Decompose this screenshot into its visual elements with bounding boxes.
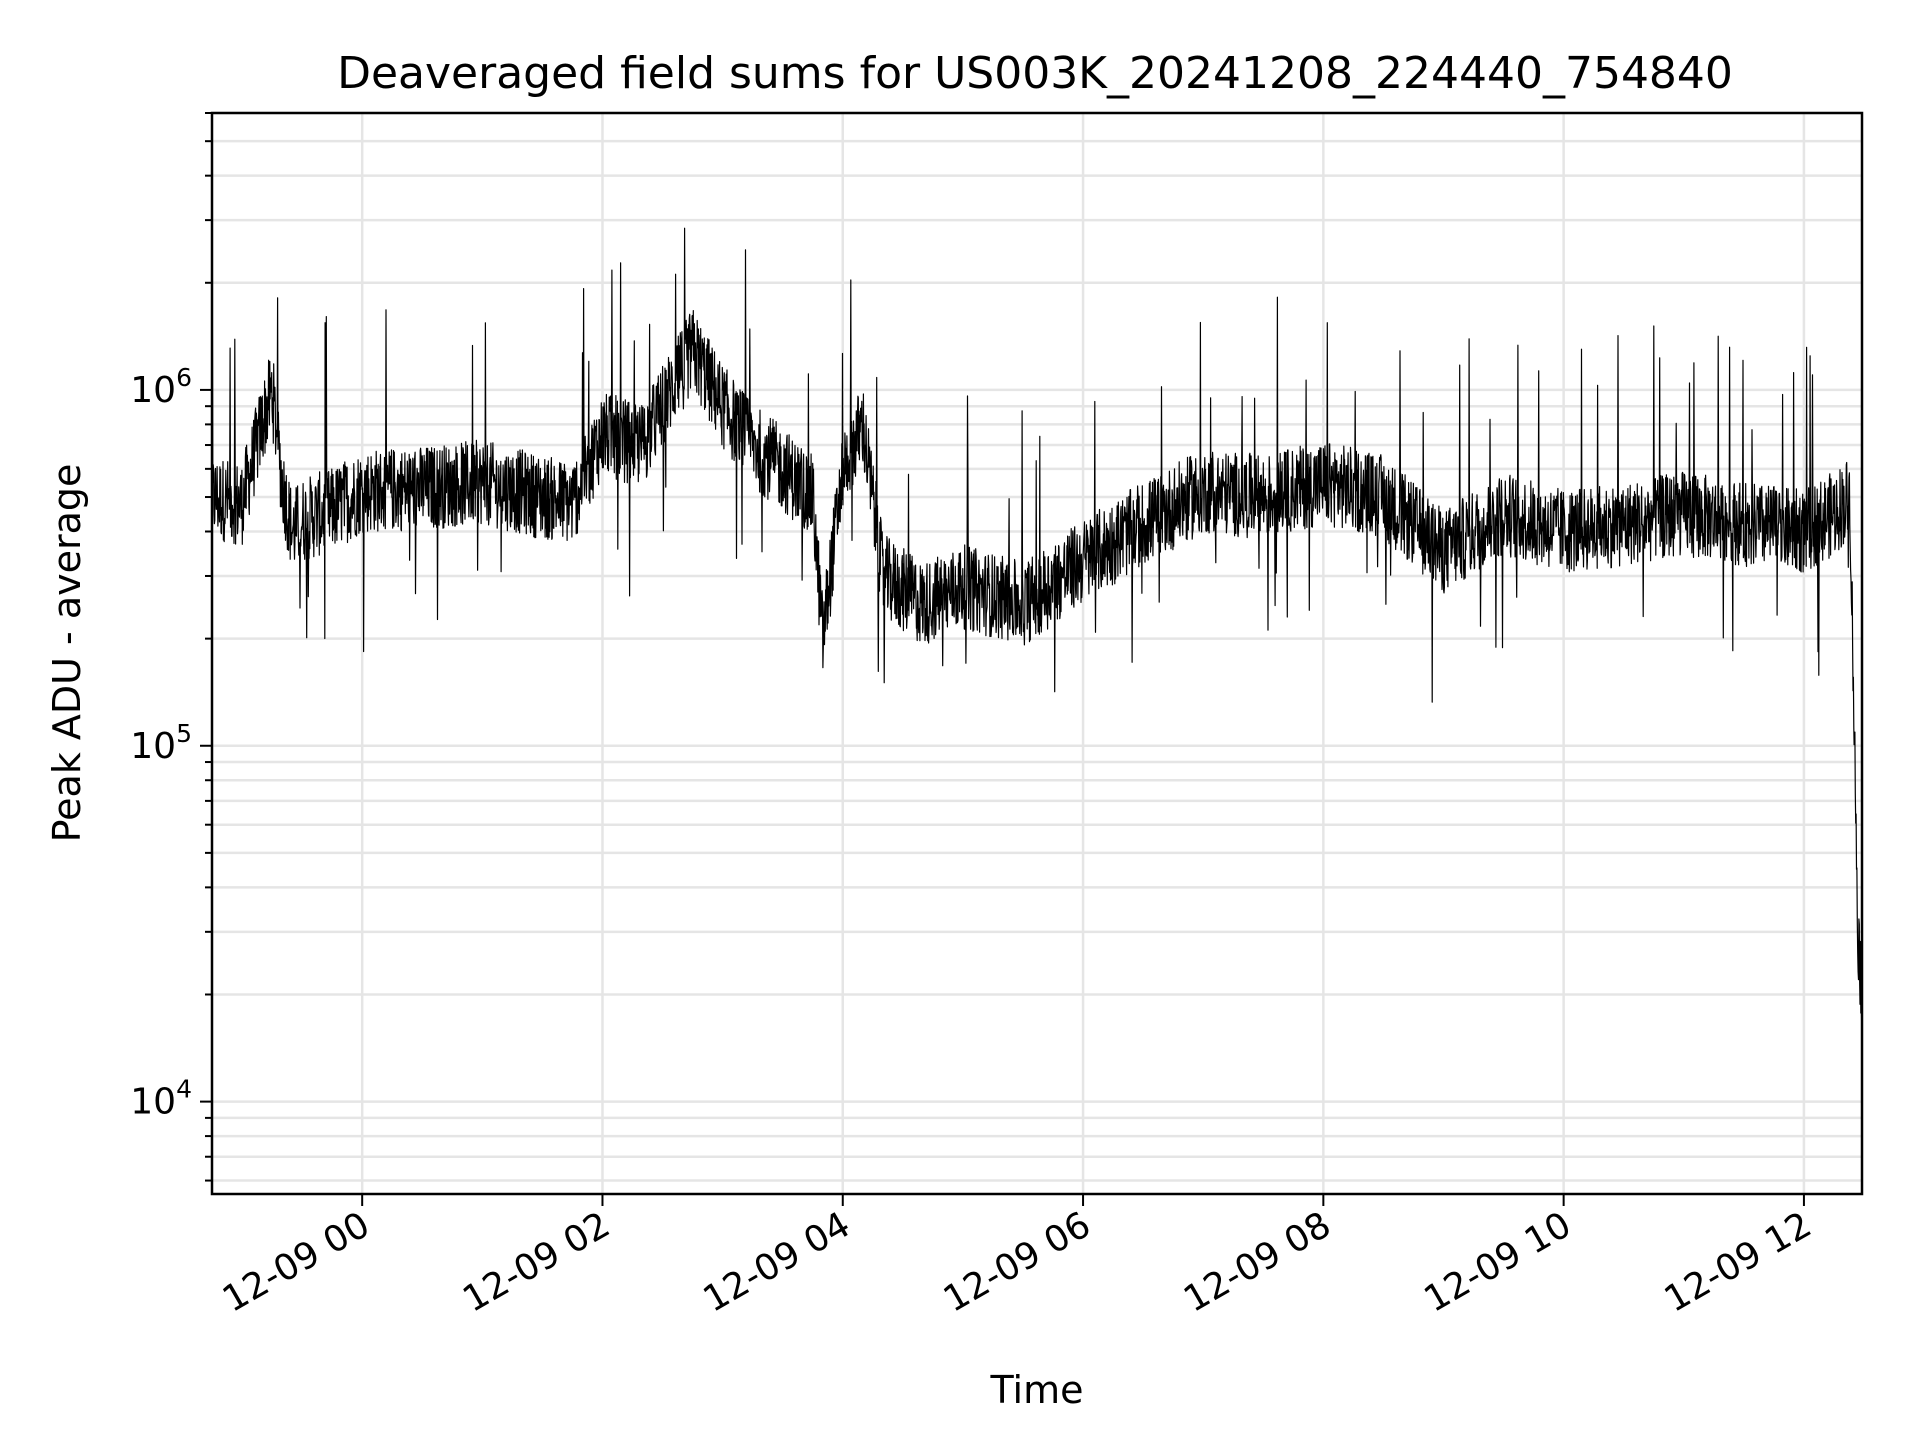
plot-frame bbox=[210, 111, 1864, 1196]
y-axis-label: Peak ADU - average bbox=[45, 464, 89, 843]
y-tick-label: 105 bbox=[130, 719, 192, 767]
y-tick-label: 104 bbox=[130, 1075, 192, 1123]
y-tick-label: 106 bbox=[130, 363, 192, 411]
grid bbox=[212, 111, 1862, 1194]
plot-area bbox=[211, 227, 1863, 1035]
series-line bbox=[211, 227, 1863, 1035]
chart-title: Deaveraged field sums for US003K_2024120… bbox=[337, 48, 1733, 99]
x-axis-label: Time bbox=[990, 1368, 1084, 1412]
